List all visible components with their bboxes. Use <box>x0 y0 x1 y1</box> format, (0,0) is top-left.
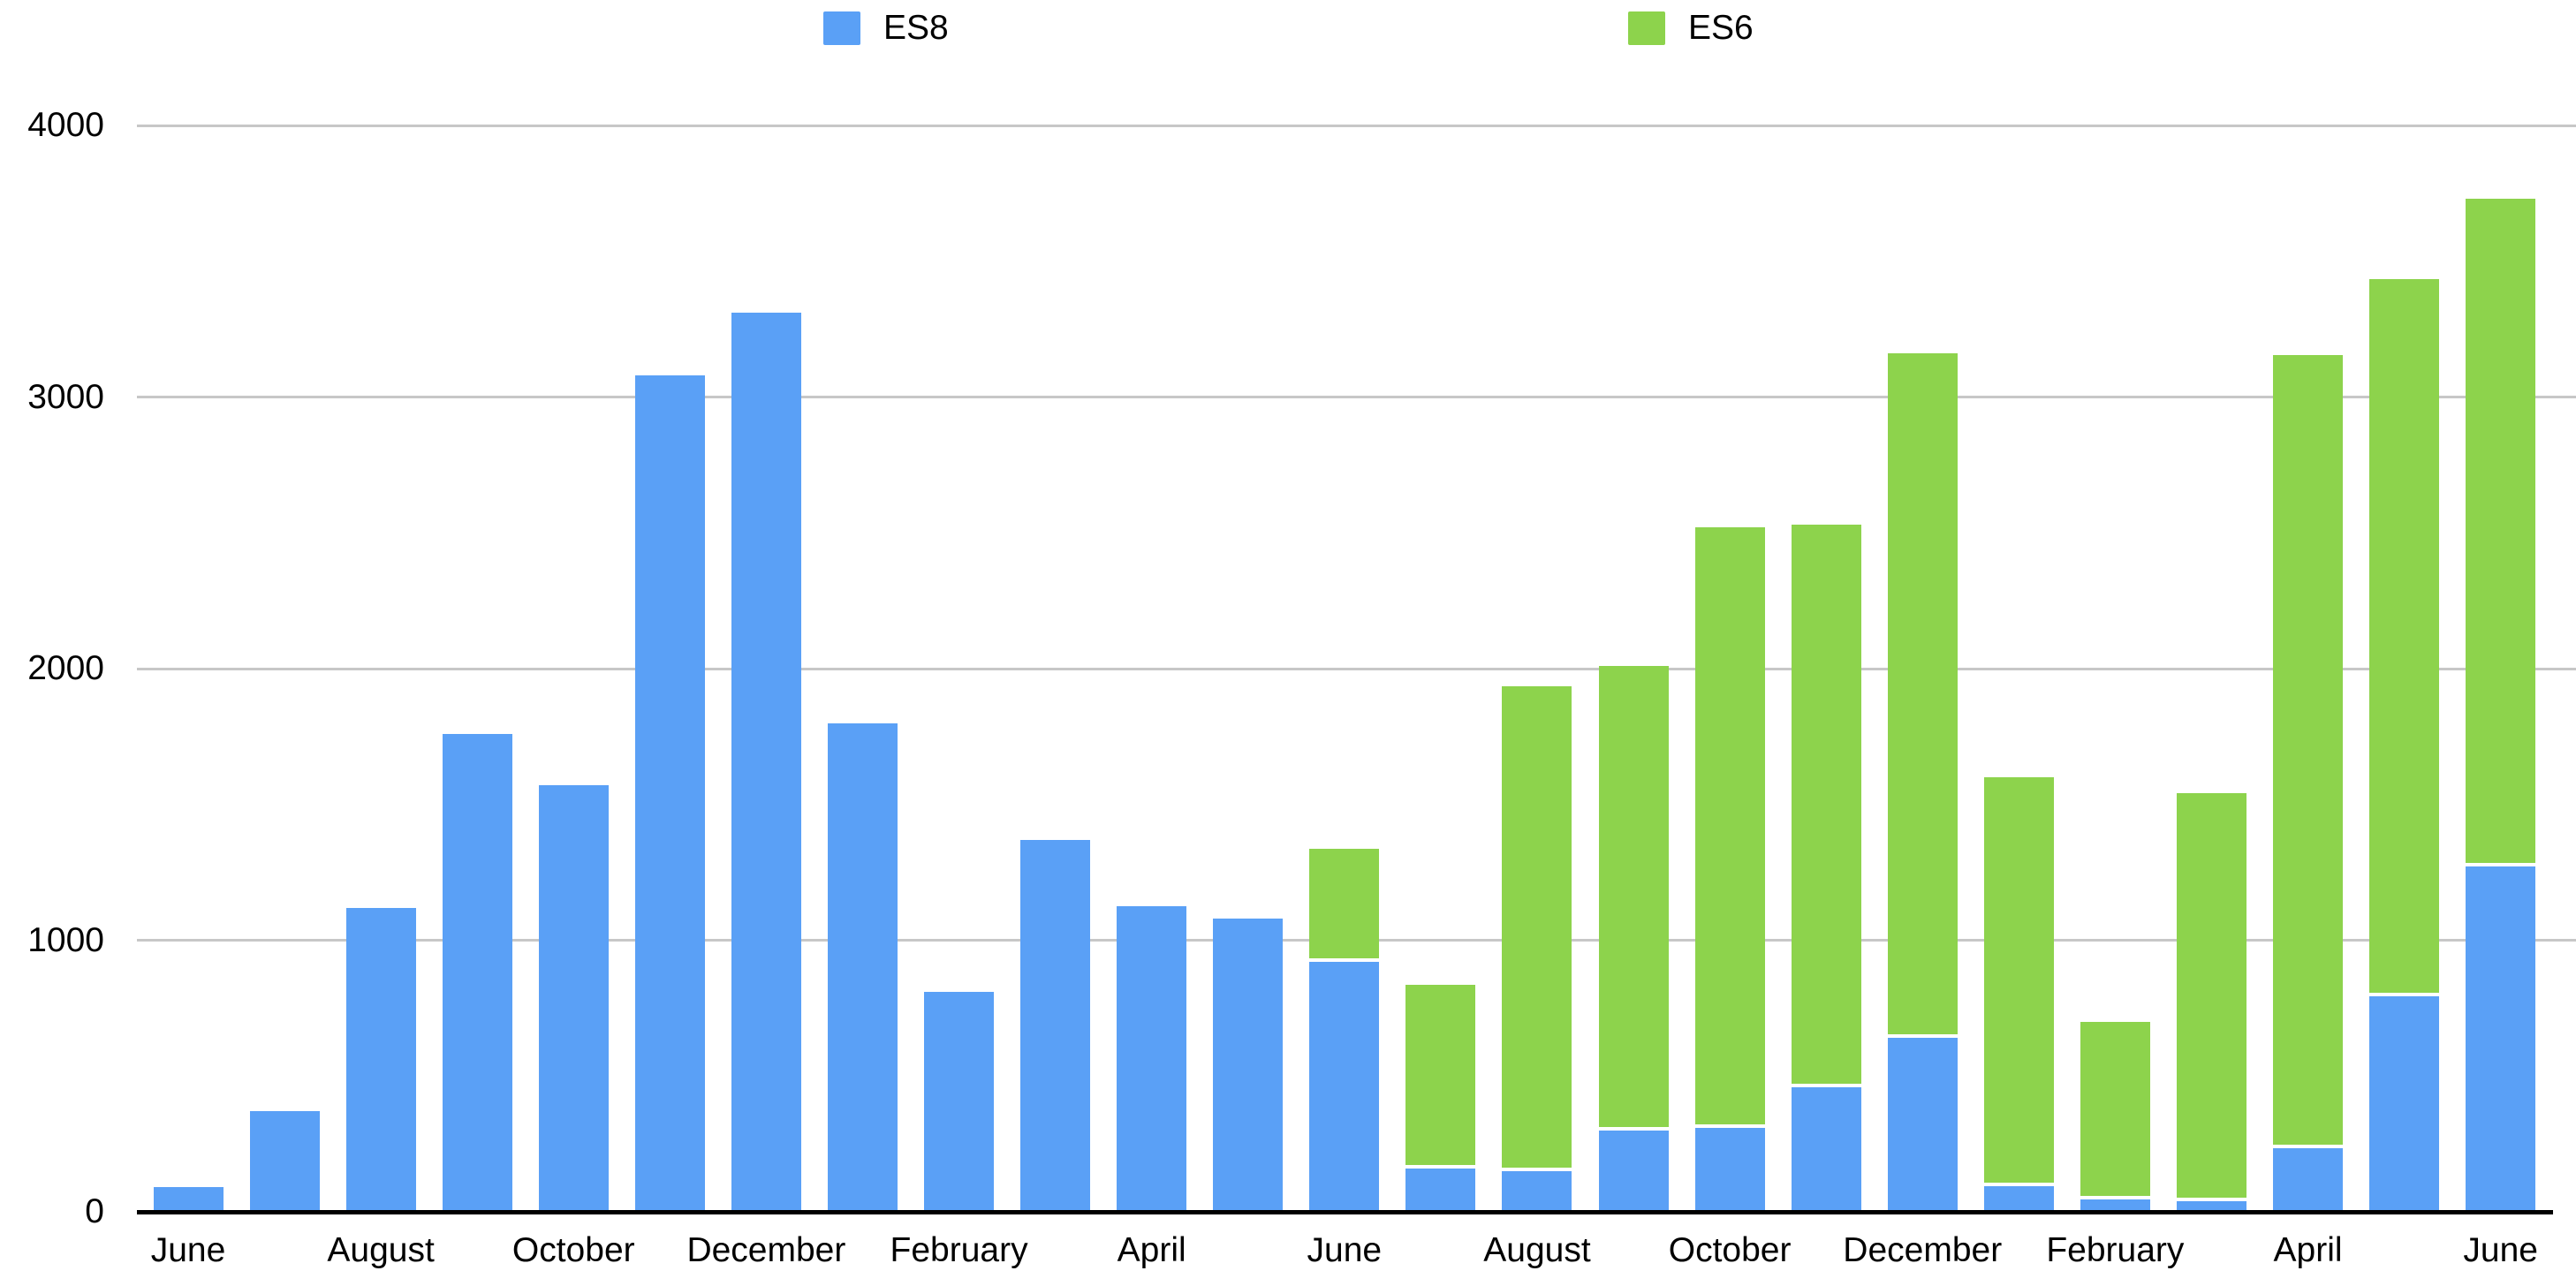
x-tick-label: June <box>150 1231 226 1269</box>
gridline <box>137 396 2576 398</box>
x-tick-label: June <box>2463 1231 2538 1269</box>
legend-item-es8: ES8 <box>823 9 949 48</box>
bar-es6-october <box>1694 527 1765 1128</box>
bar-es8-march <box>2176 1200 2246 1212</box>
bar-es8-august <box>345 907 416 1212</box>
bar-es8-may <box>2369 995 2440 1212</box>
bar-es8-july <box>1405 1168 1476 1212</box>
bar-es8-february <box>2080 1199 2150 1212</box>
x-tick-label: October <box>511 1231 635 1269</box>
bar-es6-december <box>1887 353 1958 1039</box>
bar-es6-august <box>1502 685 1572 1171</box>
bar-es8-april <box>2273 1147 2344 1212</box>
legend-label-es8: ES8 <box>883 9 949 47</box>
bar-es6-june <box>2466 199 2536 867</box>
y-tick-label: 3000 <box>27 377 104 416</box>
bar-es6-april <box>2273 354 2344 1148</box>
bar-es6-july <box>1405 985 1476 1169</box>
x-tick-label: June <box>1307 1231 1383 1269</box>
bar-es8-june <box>153 1187 224 1212</box>
x-tick-label: February <box>890 1231 1028 1269</box>
x-tick-label: August <box>327 1231 435 1269</box>
bar-es8-november <box>634 374 705 1212</box>
bar-es8-january <box>827 722 898 1212</box>
x-axis-line <box>137 1209 2553 1214</box>
bar-es8-january <box>1983 1185 2054 1212</box>
bar-es6-september <box>1598 665 1669 1131</box>
bar-es8-may <box>1213 918 1284 1212</box>
bar-es8-february <box>924 991 995 1212</box>
legend-swatch-es6 <box>1628 11 1665 45</box>
x-tick-label: August <box>1483 1231 1591 1269</box>
x-tick-label: February <box>2046 1231 2185 1269</box>
bar-es8-april <box>1117 906 1187 1212</box>
x-tick-label: April <box>1117 1231 1186 1269</box>
x-tick-label: December <box>686 1231 846 1269</box>
bar-es8-october <box>538 785 609 1212</box>
bar-es6-november <box>1791 525 1861 1087</box>
x-tick-label: April <box>2273 1231 2343 1269</box>
bar-es8-october <box>1694 1127 1765 1212</box>
legend-item-es6: ES6 <box>1628 9 1754 48</box>
bar-es8-november <box>1791 1086 1861 1212</box>
legend-label-es6: ES6 <box>1688 9 1754 47</box>
bar-es6-january <box>1983 777 2054 1186</box>
x-tick-label: October <box>1668 1231 1792 1269</box>
y-tick-label: 1000 <box>27 920 104 959</box>
gridline <box>137 667 2576 670</box>
bar-es8-august <box>1502 1170 1572 1212</box>
y-tick-label: 2000 <box>27 649 104 687</box>
bar-es6-may <box>2369 278 2440 996</box>
gridline <box>137 124 2576 127</box>
y-tick-label: 4000 <box>27 106 104 144</box>
bar-es8-september <box>1598 1130 1669 1212</box>
bar-es8-december <box>731 313 801 1212</box>
y-tick-label: 0 <box>85 1192 104 1230</box>
bar-es6-february <box>2080 1021 2150 1200</box>
x-tick-label: December <box>1843 1231 2003 1269</box>
bar-es8-june <box>2466 866 2536 1212</box>
bar-es8-september <box>442 733 512 1212</box>
bar-es8-july <box>249 1111 320 1212</box>
bar-es6-march <box>2176 793 2246 1201</box>
bar-es6-june <box>1309 849 1380 963</box>
bar-es8-december <box>1887 1038 1958 1212</box>
bar-es8-march <box>1020 839 1091 1212</box>
legend-swatch-es8 <box>823 11 860 45</box>
bar-es8-june <box>1309 962 1380 1212</box>
